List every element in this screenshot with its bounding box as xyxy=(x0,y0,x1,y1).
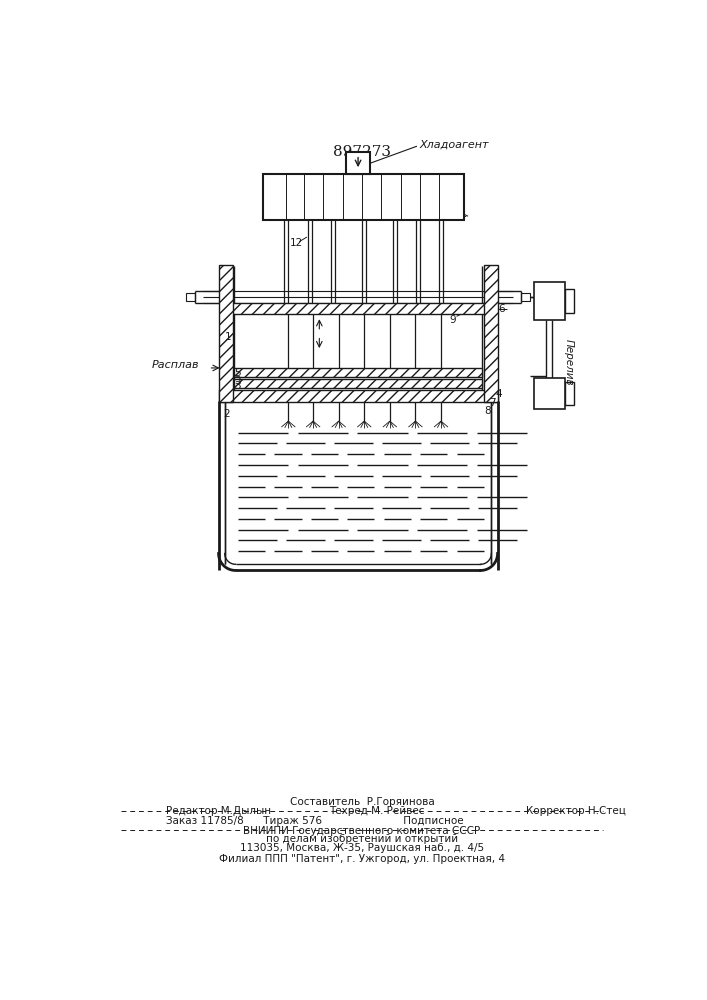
Text: Редактор М.Дылын: Редактор М.Дылын xyxy=(166,806,271,816)
Text: 3: 3 xyxy=(235,381,241,391)
Bar xyxy=(186,293,195,301)
Bar xyxy=(346,152,370,174)
Bar xyxy=(234,368,482,377)
Bar xyxy=(230,303,486,314)
Text: 12: 12 xyxy=(289,238,303,248)
Text: Расплав: Расплав xyxy=(152,360,199,370)
Text: 113035, Москва, Ж-35, Раушская наб., д. 4/5: 113035, Москва, Ж-35, Раушская наб., д. … xyxy=(240,843,484,853)
Text: 897273: 897273 xyxy=(333,145,391,159)
Text: 4: 4 xyxy=(496,389,503,399)
Bar xyxy=(263,174,464,220)
Text: 11: 11 xyxy=(455,209,469,219)
Text: Филиал ППП "Патент", г. Ужгород, ул. Проектная, 4: Филиал ППП "Патент", г. Ужгород, ул. Про… xyxy=(219,854,505,864)
Text: 2: 2 xyxy=(223,409,230,419)
Text: 10: 10 xyxy=(553,300,566,310)
Bar xyxy=(234,379,482,388)
Bar xyxy=(534,282,565,320)
Text: Техред М. Рейвес: Техред М. Рейвес xyxy=(329,806,424,816)
Text: 5: 5 xyxy=(235,368,241,378)
Text: Корректор Н.Стец: Корректор Н.Стец xyxy=(526,806,626,816)
Bar xyxy=(484,265,498,402)
Text: 7: 7 xyxy=(489,398,496,408)
Bar xyxy=(218,265,233,402)
Text: Составитель  Р.Горяинова: Составитель Р.Горяинова xyxy=(290,797,434,807)
Text: по делам изобретений и открытий: по делам изобретений и открытий xyxy=(266,834,458,844)
Bar xyxy=(218,389,498,402)
Text: 1: 1 xyxy=(225,332,231,342)
Text: Перелив: Перелив xyxy=(564,339,574,386)
Text: Заказ 11785/8      Тираж 576                         Подписное: Заказ 11785/8 Тираж 576 Подписное xyxy=(166,816,464,826)
Text: 3: 3 xyxy=(235,376,241,386)
Text: ВНИИПИ Государственного комитета СССР: ВНИИПИ Государственного комитета СССР xyxy=(243,826,481,836)
Text: Хладоагент: Хладоагент xyxy=(419,140,489,150)
Bar xyxy=(534,378,565,409)
Bar xyxy=(565,289,574,312)
Bar xyxy=(521,293,530,301)
Text: 8: 8 xyxy=(484,406,491,416)
Text: 9: 9 xyxy=(450,315,456,325)
Bar xyxy=(565,382,574,405)
Text: 6: 6 xyxy=(498,304,505,314)
